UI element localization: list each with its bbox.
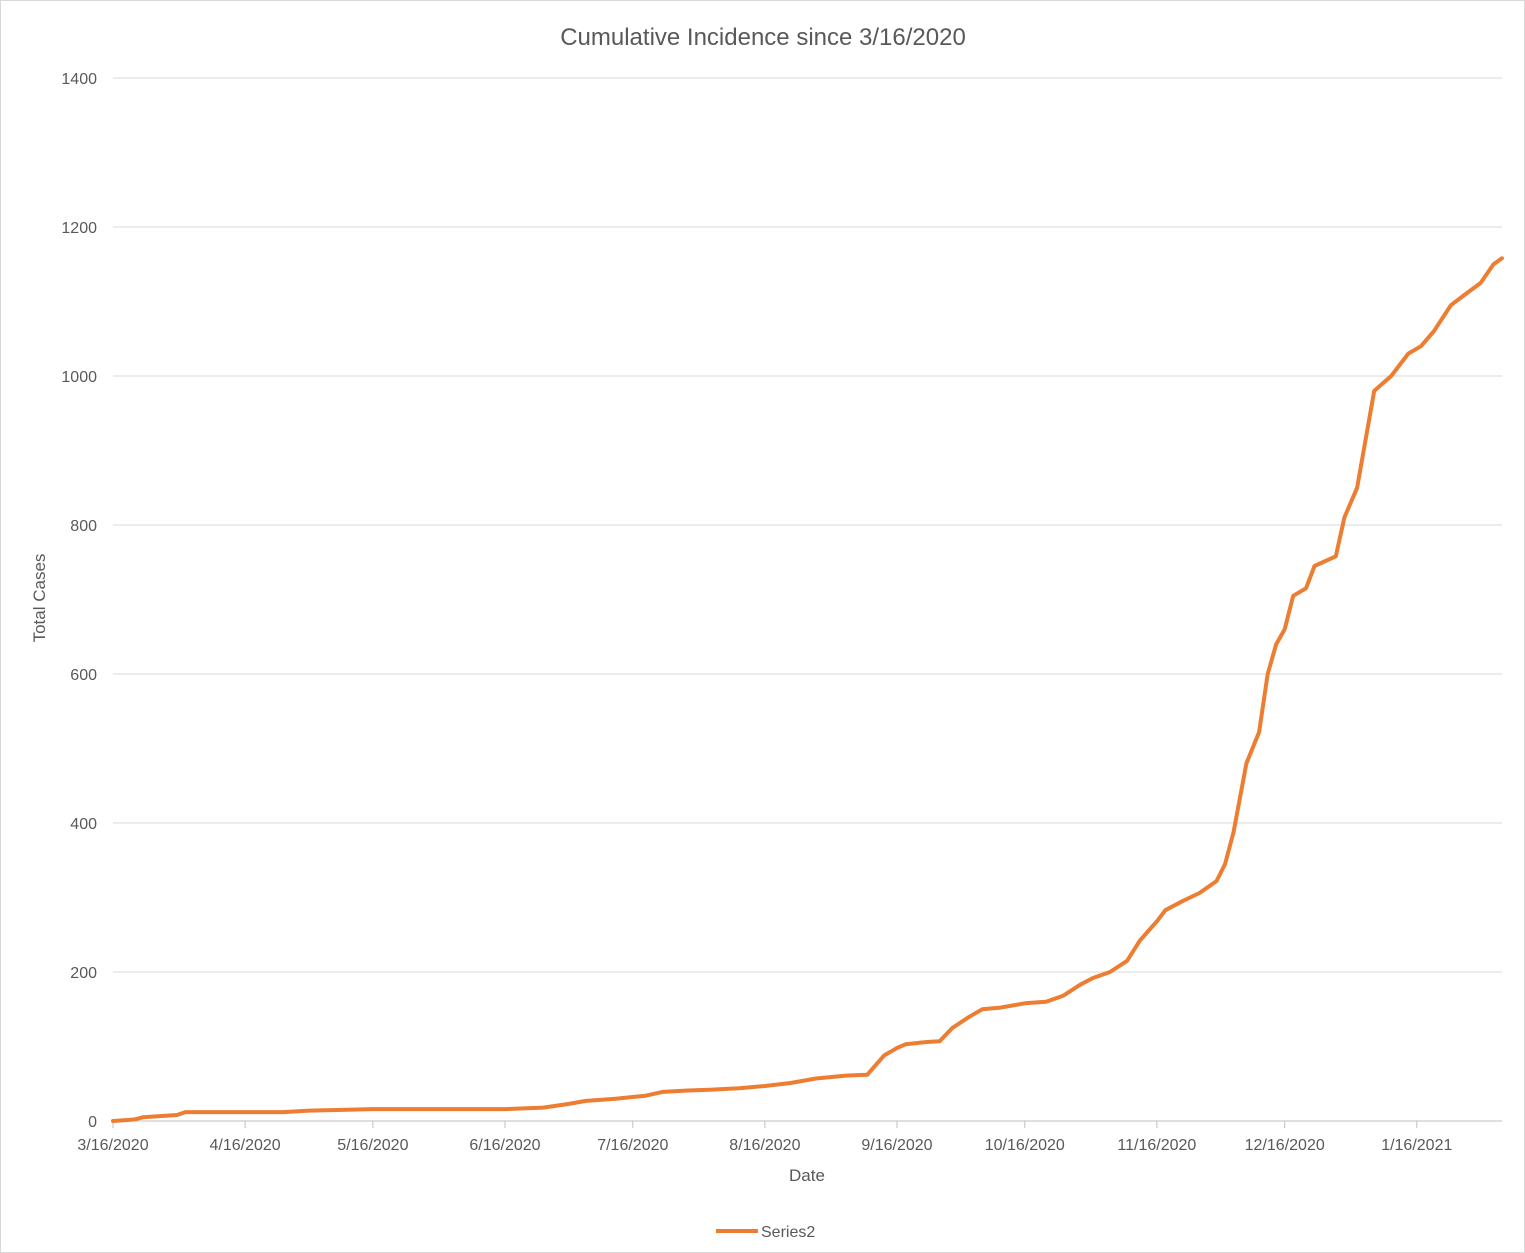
- x-tick-label: 1/16/2021: [1381, 1137, 1452, 1154]
- x-tick-label: 5/16/2020: [337, 1137, 408, 1154]
- y-tick-label: 1200: [61, 220, 97, 237]
- x-tick-label: 6/16/2020: [469, 1137, 540, 1154]
- gridlines: [113, 77, 1502, 973]
- y-axis-title: Total Cases: [30, 554, 49, 643]
- series-lines: [111, 256, 1504, 1123]
- y-tick-label: 200: [70, 965, 97, 982]
- y-axis-tick-labels: 0 200 400 600 800 1000 1200 1400: [61, 71, 97, 1131]
- x-tick-label: 12/16/2020: [1245, 1137, 1325, 1154]
- x-tick-label: 3/16/2020: [77, 1137, 148, 1154]
- x-tick-label: 10/16/2020: [985, 1137, 1065, 1154]
- y-tick-label: 0: [88, 1114, 97, 1131]
- x-axis-tick-labels: 3/16/2020 4/16/2020 5/16/2020 6/16/2020 7/16…: [77, 1137, 1452, 1154]
- y-tick-label: 400: [70, 816, 97, 833]
- x-tick-label: 9/16/2020: [861, 1137, 932, 1154]
- x-axis: [112, 1120, 1502, 1128]
- x-tick-label: 11/16/2020: [1117, 1137, 1196, 1154]
- y-tick-label: 1400: [61, 71, 97, 88]
- series-line-series2: [111, 256, 1504, 1123]
- x-tick-label: 7/16/2020: [597, 1137, 668, 1154]
- x-axis-title: Date: [789, 1166, 825, 1185]
- x-tick-label: 8/16/2020: [729, 1137, 800, 1154]
- chart-title: Cumulative Incidence since 3/16/2020: [560, 24, 966, 51]
- x-tick-label: 4/16/2020: [209, 1137, 280, 1154]
- y-tick-label: 800: [70, 518, 97, 535]
- y-tick-label: 600: [70, 667, 97, 684]
- y-tick-label: 1000: [61, 369, 97, 386]
- legend-series2-label: Series2: [761, 1224, 815, 1241]
- legend: Series2: [716, 1224, 815, 1241]
